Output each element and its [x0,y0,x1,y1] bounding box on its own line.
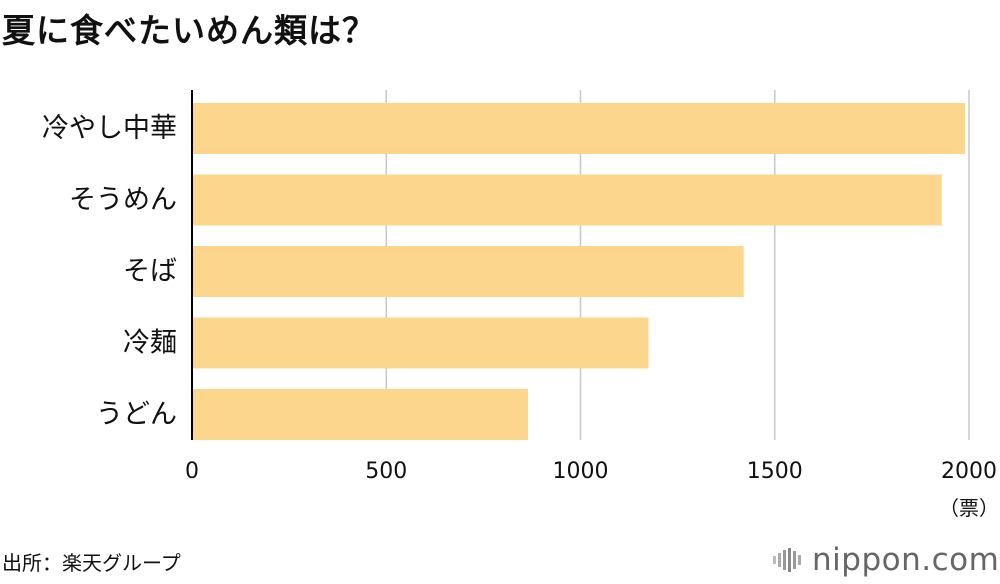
category-label-1: そうめん [69,185,177,216]
bar-3 [192,317,649,369]
site-logo: nippon.com [772,540,999,580]
x-tick-labels: 0 500 1000 1500 2000 [185,459,997,484]
category-label-2: そば [123,256,177,287]
source-note: 出所：楽天グループ [2,551,181,575]
x-tick-label-3: 1500 [747,459,803,484]
bar-0 [192,103,966,154]
category-label-3: 冷麺 [123,328,177,359]
x-tick-label-0: 0 [185,459,199,484]
category-label-4: うどん [96,399,177,430]
nippon-com-logo-icon [773,548,801,572]
bar-4 [192,389,529,440]
bar-1 [192,174,942,226]
unit-label: （票） [939,496,999,520]
x-tick-label-1: 500 [365,459,407,484]
bars [192,103,966,440]
x-tick-label-4: 2000 [941,459,997,484]
bar-2 [192,246,744,297]
category-label-0: 冷やし中華 [42,113,177,144]
chart-title: 夏に食べたいめん類は？ [2,11,376,50]
logo-text: nippon.com [812,542,1000,578]
x-tick-label-2: 1000 [553,459,609,484]
